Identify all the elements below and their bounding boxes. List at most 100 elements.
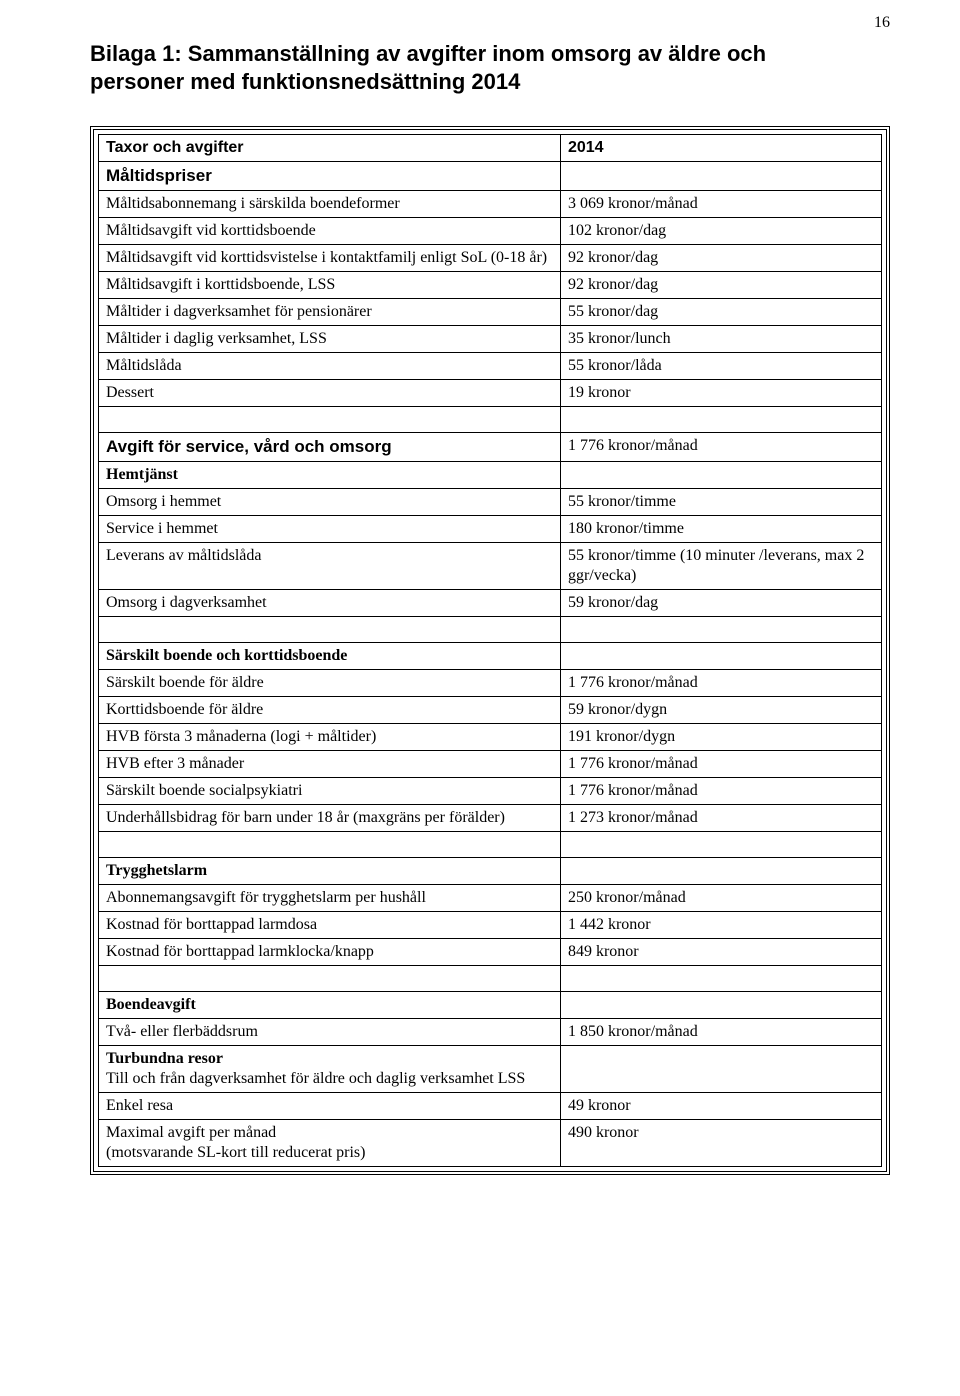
table-row: Trygghetslarm <box>99 858 882 885</box>
section-subheading: Hemtjänst <box>99 462 561 489</box>
table-row: Måltidslåda55 kronor/låda <box>99 353 882 380</box>
gap-cell <box>560 617 881 643</box>
section-heading: Måltidspriser <box>99 162 561 191</box>
table-row: Dessert19 kronor <box>99 380 882 407</box>
table-row: Underhållsbidrag för barn under 18 år (m… <box>99 805 882 832</box>
row-label: Service i hemmet <box>99 516 561 543</box>
table-row: Måltidsavgift vid korttidsboende102 kron… <box>99 218 882 245</box>
title-line-1: Bilaga 1: Sammanställning av avgifter in… <box>90 41 766 66</box>
row-label: Underhållsbidrag för barn under 18 år (m… <box>99 805 561 832</box>
section-subheading: Turbundna resorTill och från dagverksamh… <box>99 1046 561 1093</box>
table-row: Boendeavgift <box>99 992 882 1019</box>
row-label: Korttidsboende för äldre <box>99 697 561 724</box>
row-value: 102 kronor/dag <box>560 218 881 245</box>
table-row: Avgift för service, vård och omsorg1 776… <box>99 433 882 462</box>
row-label: Omsorg i dagverksamhet <box>99 590 561 617</box>
table-row: Måltider i daglig verksamhet, LSS35 kron… <box>99 326 882 353</box>
section-heading-value <box>560 162 881 191</box>
row-value: 92 kronor/dag <box>560 272 881 299</box>
table-row: Abonnemangsavgift för trygghetslarm per … <box>99 885 882 912</box>
table-row <box>99 407 882 433</box>
section-heading-value <box>560 643 881 670</box>
table-header-left: Taxor och avgifter <box>99 135 561 162</box>
row-label: Måltidsavgift vid korttidsboende <box>99 218 561 245</box>
row-label: Kostnad för borttappad larmdosa <box>99 912 561 939</box>
gap-cell <box>560 966 881 992</box>
gap-cell <box>560 832 881 858</box>
row-value: 1 776 kronor/månad <box>560 751 881 778</box>
row-value: 1 776 kronor/månad <box>560 670 881 697</box>
row-label: Särskilt boende för äldre <box>99 670 561 697</box>
row-value: 1 442 kronor <box>560 912 881 939</box>
row-value: 59 kronor/dag <box>560 590 881 617</box>
row-label: Måltider i daglig verksamhet, LSS <box>99 326 561 353</box>
row-label: HVB efter 3 månader <box>99 751 561 778</box>
table-row: Taxor och avgifter2014 <box>99 135 882 162</box>
section-heading: Trygghetslarm <box>99 858 561 885</box>
table-row: Måltidsavgift vid korttidsvistelse i kon… <box>99 245 882 272</box>
row-label: HVB första 3 månaderna (logi + måltider) <box>99 724 561 751</box>
table-row: Maximal avgift per månad(motsvarande SL-… <box>99 1120 882 1167</box>
row-label: Måltidslåda <box>99 353 561 380</box>
table-row: Korttidsboende för äldre59 kronor/dygn <box>99 697 882 724</box>
section-heading-value <box>560 992 881 1019</box>
row-label: Omsorg i hemmet <box>99 489 561 516</box>
row-value: 19 kronor <box>560 380 881 407</box>
row-label: Måltidsabonnemang i särskilda boendeform… <box>99 191 561 218</box>
row-value: 180 kronor/timme <box>560 516 881 543</box>
row-label: Måltidsavgift i korttidsboende, LSS <box>99 272 561 299</box>
row-label: Dessert <box>99 380 561 407</box>
table-row: Omsorg i hemmet55 kronor/timme <box>99 489 882 516</box>
table-row: Måltider i dagverksamhet för pensionärer… <box>99 299 882 326</box>
row-value: 1 273 kronor/månad <box>560 805 881 832</box>
row-label: Måltider i dagverksamhet för pensionärer <box>99 299 561 326</box>
row-value: 490 kronor <box>560 1120 881 1167</box>
row-value: 59 kronor/dygn <box>560 697 881 724</box>
table-row: Service i hemmet180 kronor/timme <box>99 516 882 543</box>
gap-cell <box>560 407 881 433</box>
section-heading: Särskilt boende och korttidsboende <box>99 643 561 670</box>
row-value: 1 776 kronor/månad <box>560 778 881 805</box>
section-subheading-value <box>560 1046 881 1093</box>
table-row: Särskilt boende socialpsykiatri1 776 kro… <box>99 778 882 805</box>
row-value: 3 069 kronor/månad <box>560 191 881 218</box>
table-row <box>99 832 882 858</box>
table-row: Särskilt boende för äldre1 776 kronor/må… <box>99 670 882 697</box>
gap-cell <box>99 617 561 643</box>
section-subheading-value <box>560 462 881 489</box>
document-page: 16 Bilaga 1: Sammanställning av avgifter… <box>0 0 960 1396</box>
table-outer-border: Taxor och avgifter2014MåltidspriserMålti… <box>90 126 890 1175</box>
row-label: Maximal avgift per månad(motsvarande SL-… <box>99 1120 561 1167</box>
fees-table: Taxor och avgifter2014MåltidspriserMålti… <box>98 134 882 1167</box>
table-row: Enkel resa49 kronor <box>99 1093 882 1120</box>
table-row: HVB första 3 månaderna (logi + måltider)… <box>99 724 882 751</box>
row-value: 191 kronor/dygn <box>560 724 881 751</box>
row-value: 849 kronor <box>560 939 881 966</box>
row-value: 35 kronor/lunch <box>560 326 881 353</box>
table-row: Hemtjänst <box>99 462 882 489</box>
table-row: Omsorg i dagverksamhet59 kronor/dag <box>99 590 882 617</box>
page-title: Bilaga 1: Sammanställning av avgifter in… <box>90 40 890 96</box>
table-row: Särskilt boende och korttidsboende <box>99 643 882 670</box>
row-label: Två- eller flerbäddsrum <box>99 1019 561 1046</box>
table-row: Kostnad för borttappad larmklocka/knapp8… <box>99 939 882 966</box>
row-value: 55 kronor/dag <box>560 299 881 326</box>
gap-cell <box>99 407 561 433</box>
section-heading: Avgift för service, vård och omsorg <box>99 433 561 462</box>
row-label: Kostnad för borttappad larmklocka/knapp <box>99 939 561 966</box>
section-heading-value <box>560 858 881 885</box>
gap-cell <box>99 966 561 992</box>
row-label: Särskilt boende socialpsykiatri <box>99 778 561 805</box>
row-value: 250 kronor/månad <box>560 885 881 912</box>
row-value: 1 850 kronor/månad <box>560 1019 881 1046</box>
row-value: 55 kronor/timme (10 minuter /leverans, m… <box>560 543 881 590</box>
table-row: Två- eller flerbäddsrum1 850 kronor/måna… <box>99 1019 882 1046</box>
title-line-2: personer med funktionsnedsättning 2014 <box>90 69 520 94</box>
row-value: 92 kronor/dag <box>560 245 881 272</box>
row-value: 55 kronor/låda <box>560 353 881 380</box>
row-label: Abonnemangsavgift för trygghetslarm per … <box>99 885 561 912</box>
section-heading: Boendeavgift <box>99 992 561 1019</box>
page-number: 16 <box>874 14 890 32</box>
table-row: Turbundna resorTill och från dagverksamh… <box>99 1046 882 1093</box>
table-row: Måltidsabonnemang i särskilda boendeform… <box>99 191 882 218</box>
